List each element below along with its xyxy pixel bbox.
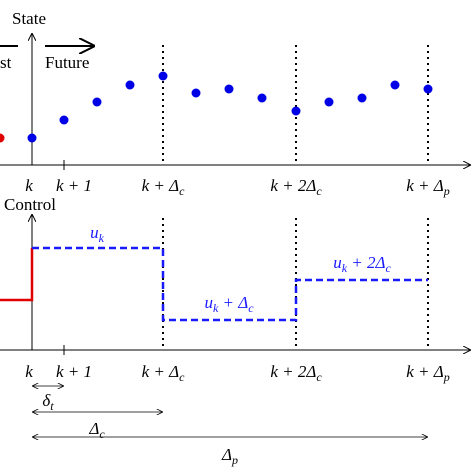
control-label: uk + 2Δc <box>333 253 391 275</box>
dot <box>191 88 201 98</box>
interval-label: δt <box>42 391 54 413</box>
label-sub: t <box>50 399 54 413</box>
label-sub: c <box>179 184 185 198</box>
label-main: k + Δ <box>406 362 444 381</box>
control-label: uk + Δc <box>204 293 254 315</box>
tick-label: k <box>25 362 33 381</box>
control-label: uk <box>90 223 105 245</box>
dot <box>423 84 433 94</box>
label-main: k + 1 <box>56 176 92 195</box>
label-sub: c <box>316 184 322 198</box>
interval-label: Δc <box>88 419 105 441</box>
tick-label: k + 2Δc <box>270 176 322 198</box>
label-sub: c <box>99 427 105 441</box>
label-sub: k <box>342 261 348 275</box>
label-main: Δ <box>88 419 99 438</box>
past-control <box>0 248 34 302</box>
control-label: Control <box>4 195 56 214</box>
label-main: k <box>25 362 33 381</box>
tick-label: k <box>25 176 33 195</box>
tick-label: k + 1 <box>56 362 92 381</box>
label-main: Δ <box>221 445 232 464</box>
dot <box>291 106 301 116</box>
label-main: u <box>333 253 342 272</box>
tick-label: k + 1 <box>56 176 92 195</box>
dot <box>257 93 267 103</box>
label-sub: c <box>179 370 185 384</box>
future-label: Future <box>45 53 89 72</box>
label-sub: c <box>248 301 254 315</box>
dot <box>224 84 234 94</box>
label-main: u <box>90 223 99 242</box>
label-sub: p <box>443 370 450 384</box>
label-sub: p <box>443 184 450 198</box>
label-sub: c <box>316 370 322 384</box>
dot <box>390 80 400 90</box>
interval-label: Δp <box>221 445 238 467</box>
label-sub: k <box>213 301 219 315</box>
tick-label: k + 2Δc <box>270 362 322 384</box>
past-label: st <box>0 53 12 72</box>
axes <box>0 34 470 355</box>
label-main: k + 2Δ <box>270 362 316 381</box>
label-main: k + 1 <box>56 362 92 381</box>
label-main: k + Δ <box>406 176 444 195</box>
label-main: k + Δ <box>142 362 180 381</box>
dot <box>125 80 135 90</box>
tick-label: k + Δp <box>406 176 450 198</box>
dot <box>27 133 37 143</box>
state-dots <box>27 71 433 143</box>
future-control <box>32 246 428 322</box>
label-rest: + Δ <box>218 293 248 312</box>
label-rest: + 2Δ <box>347 253 385 272</box>
label-main: k + 2Δ <box>270 176 316 195</box>
dot <box>158 71 168 81</box>
past-dot <box>0 133 5 143</box>
label-main: u <box>204 293 213 312</box>
label-main: k <box>25 176 33 195</box>
label-sub: p <box>231 453 238 467</box>
tick-label: k + Δc <box>142 362 186 384</box>
dot <box>59 115 69 125</box>
tick-label: k + Δp <box>406 362 450 384</box>
label-sub: k <box>99 231 105 245</box>
intervals <box>33 386 427 437</box>
label-main: k + Δ <box>142 176 180 195</box>
horizons <box>162 45 429 350</box>
label-main: δ <box>42 391 51 410</box>
state-label: State <box>12 9 46 28</box>
dot <box>92 97 102 107</box>
dot <box>357 93 367 103</box>
tick-label: k + Δc <box>142 176 186 198</box>
dot <box>324 97 334 107</box>
label-sub: c <box>385 261 391 275</box>
